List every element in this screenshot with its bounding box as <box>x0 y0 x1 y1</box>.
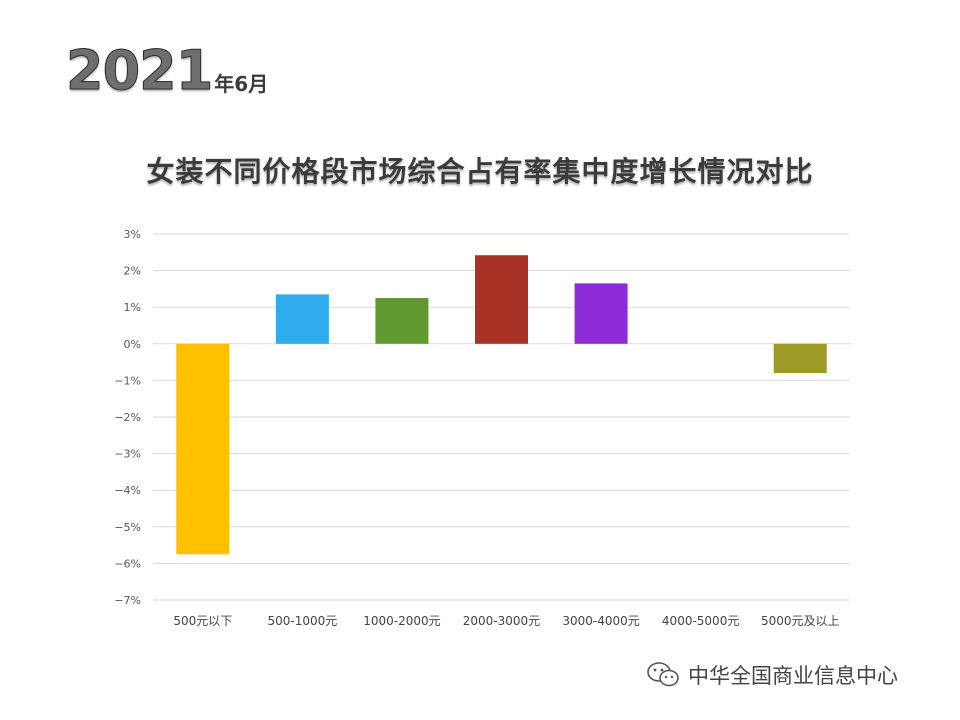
bars <box>176 255 827 555</box>
watermark: 中华全国商业信息中心 <box>646 660 898 690</box>
x-tick-label: 2000-3000元 <box>463 614 540 628</box>
bar <box>375 298 429 344</box>
chart-title: 女装不同价格段市场综合占有率集中度增长情况对比 <box>146 155 814 188</box>
y-tick-label: 0% <box>124 338 141 351</box>
y-tick-label: −7% <box>114 594 141 607</box>
bar <box>773 343 827 374</box>
x-tick-label: 5000元及以上 <box>761 614 840 628</box>
y-tick-label: −4% <box>114 484 141 497</box>
y-tick-label: −2% <box>114 411 141 424</box>
year-heading: 2021 年6月 <box>65 39 269 102</box>
bar <box>574 283 628 344</box>
bar <box>475 255 528 344</box>
year-number: 2021 <box>65 39 213 102</box>
y-tick-label: 1% <box>124 301 141 314</box>
y-tick-label: 3% <box>124 228 141 241</box>
y-tick-label: −1% <box>114 374 141 387</box>
x-tick-label: 500元以下 <box>173 614 232 628</box>
watermark-text: 中华全国商业信息中心 <box>688 664 898 688</box>
y-tick-label: −6% <box>114 557 141 570</box>
bar <box>176 343 230 555</box>
y-axis: 3% 2% 1% 0% −1% −2% −3% −4% −5% −6% −7% <box>114 228 141 607</box>
bar <box>275 294 329 344</box>
x-tick-label: 4000-5000元 <box>662 614 739 628</box>
x-tick-label: 500-1000元 <box>267 614 337 628</box>
x-tick-label: 3000-4000元 <box>562 614 639 628</box>
wechat-icon <box>647 662 679 687</box>
y-tick-label: 2% <box>124 265 141 278</box>
x-axis: 500元以下 500-1000元 1000-2000元 2000-3000元 3000-… <box>173 614 839 628</box>
y-tick-label: −5% <box>114 521 141 534</box>
year-period: 年6月 <box>214 72 269 96</box>
x-tick-label: 1000-2000元 <box>363 614 440 628</box>
y-tick-label: −3% <box>114 448 141 461</box>
